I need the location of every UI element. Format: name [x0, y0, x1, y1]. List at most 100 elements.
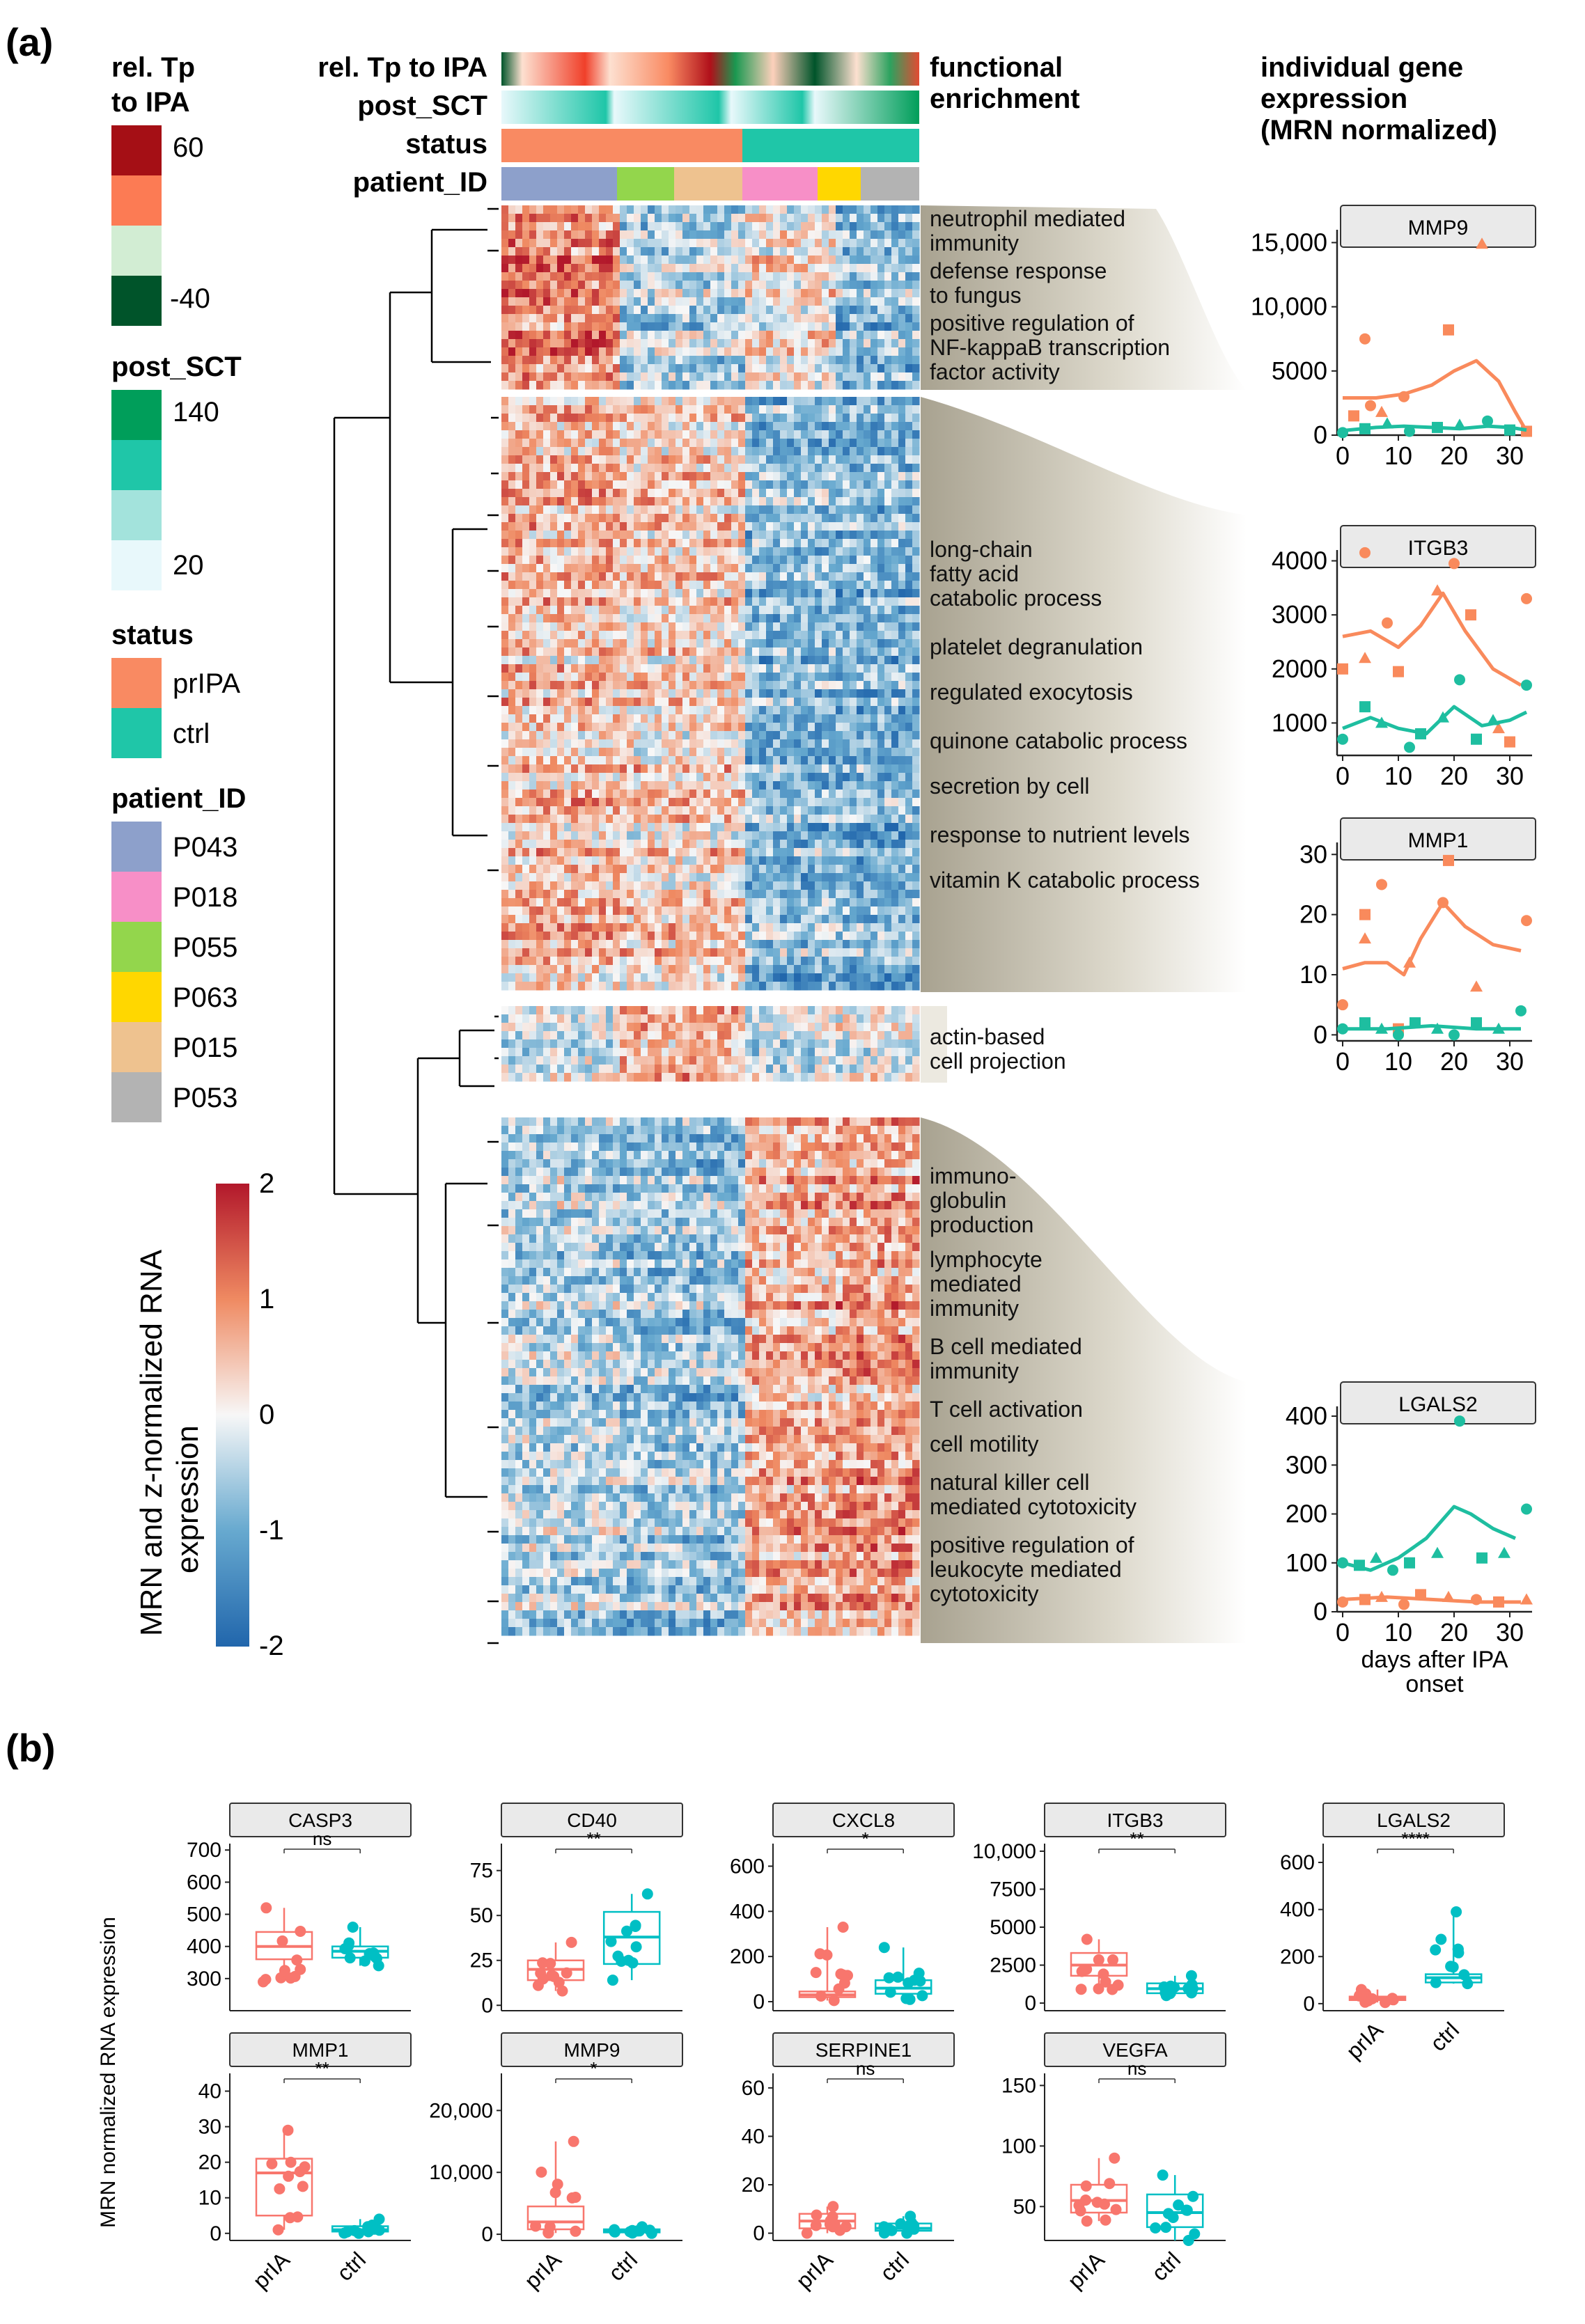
- heatmap-cell: [676, 865, 683, 874]
- heatmap-cell: [717, 297, 725, 306]
- heatmap-cell: [891, 472, 899, 481]
- heatmap-cell: [857, 347, 864, 356]
- heatmap-cell: [585, 455, 593, 464]
- heatmap-cell: [585, 831, 593, 840]
- heatmap-cell: [780, 748, 788, 757]
- heatmap-cell: [864, 698, 871, 707]
- heatmap-cell: [843, 647, 850, 657]
- heatmap-cell: [515, 539, 523, 548]
- heatmap-cell: [676, 622, 683, 631]
- heatmap-cell: [669, 547, 676, 556]
- annotation-label-rel-tp: rel. Tp to IPA: [318, 52, 487, 83]
- heatmap-cell: [508, 865, 516, 874]
- heatmap-cell: [898, 331, 906, 340]
- heatmap-cell: [815, 247, 822, 256]
- heatmap-cell: [536, 798, 544, 807]
- heatmap-cell: [780, 522, 788, 531]
- heatmap-cell: [655, 205, 662, 214]
- heatmap-cell: [592, 455, 600, 464]
- heatmap-cell: [773, 322, 781, 331]
- heatmap-cell: [724, 890, 732, 899]
- heatmap-cell: [613, 381, 620, 390]
- heatmap-cell: [536, 723, 544, 732]
- heatmap-cell: [808, 597, 815, 606]
- heatmap-cell: [571, 381, 579, 390]
- heatmap-cell: [710, 673, 718, 682]
- heatmap-cell: [515, 698, 523, 707]
- heatmap-cell: [884, 455, 892, 464]
- heatmap-cell: [592, 322, 600, 331]
- heatmap-cell: [543, 823, 551, 832]
- legend-post-sct-title: post_SCT: [111, 352, 242, 382]
- heatmap-cell: [912, 439, 920, 448]
- heatmap-cell: [599, 414, 607, 423]
- heatmap-cell: [870, 339, 878, 348]
- heatmap-cell: [850, 848, 857, 857]
- heatmap-cell: [634, 673, 641, 682]
- heatmap-cell: [822, 422, 829, 431]
- heatmap-cell: [877, 480, 885, 489]
- heatmap-cell: [515, 297, 523, 306]
- heatmap-cell: [905, 531, 913, 540]
- heatmap-cell: [571, 264, 579, 273]
- heatmap-cell: [648, 339, 655, 348]
- heatmap-cell: [794, 564, 802, 573]
- heatmap-cell: [550, 264, 558, 273]
- heatmap-cell: [557, 614, 565, 623]
- heatmap-cell: [655, 239, 662, 248]
- heatmap-cell: [759, 798, 767, 807]
- heatmap-cell: [898, 840, 906, 849]
- heatmap-cell: [891, 347, 899, 356]
- heatmap-cell: [613, 289, 620, 298]
- heatmap-cell: [766, 848, 774, 857]
- heatmap-cell: [606, 848, 614, 857]
- legend-patient-label-P015: P015: [173, 1033, 237, 1063]
- heatmap-cell: [857, 731, 864, 740]
- heatmap-cell: [759, 205, 767, 214]
- heatmap-cell: [613, 281, 620, 290]
- heatmap-cell: [745, 631, 753, 640]
- heatmap-cell: [822, 748, 829, 757]
- heatmap-cell: [508, 314, 516, 323]
- heatmap-cell: [536, 706, 544, 715]
- heatmap-cell: [717, 322, 725, 331]
- heatmap-cell: [912, 589, 920, 598]
- heatmap-cell: [710, 531, 718, 540]
- heatmap-cell: [780, 414, 788, 423]
- heatmap-cell: [515, 397, 523, 406]
- heatmap-cell: [662, 656, 669, 665]
- heatmap-cell: [515, 289, 523, 298]
- heatmap-cell: [794, 514, 802, 523]
- heatmap-cell: [592, 689, 600, 698]
- heatmap-cell: [766, 205, 774, 214]
- heatmap-cell: [536, 314, 544, 323]
- heatmap-cell: [759, 472, 767, 481]
- heatmap-cell: [717, 289, 725, 298]
- heatmap-cell: [689, 422, 697, 431]
- heatmap-cell: [745, 356, 753, 365]
- heatmap-cell: [634, 297, 641, 306]
- heatmap-cell: [599, 581, 607, 590]
- heatmap-cell: [696, 397, 704, 406]
- heatmap-cell: [773, 222, 781, 231]
- heatmap-cell: [877, 689, 885, 698]
- heatmap-cell: [843, 497, 850, 506]
- heatmap-cell: [669, 347, 676, 356]
- heatmap-cell: [808, 447, 815, 456]
- heatmap-cell: [682, 381, 690, 390]
- heatmap-cell: [898, 281, 906, 290]
- heatmap-cell: [522, 572, 530, 581]
- heatmap-cell: [634, 247, 641, 256]
- heatmap-cell: [689, 547, 697, 556]
- heatmap-cell: [689, 447, 697, 456]
- heatmap-cell: [717, 489, 725, 498]
- heatmap-cell: [738, 823, 746, 832]
- heatmap-cell: [717, 480, 725, 489]
- heatmap-cell: [536, 397, 544, 406]
- heatmap-cell: [836, 564, 843, 573]
- heatmap-cell: [655, 289, 662, 298]
- heatmap-cell: [620, 739, 627, 748]
- heatmap-cell: [662, 831, 669, 840]
- heatmap-cell: [794, 397, 802, 406]
- heatmap-cell: [571, 331, 579, 340]
